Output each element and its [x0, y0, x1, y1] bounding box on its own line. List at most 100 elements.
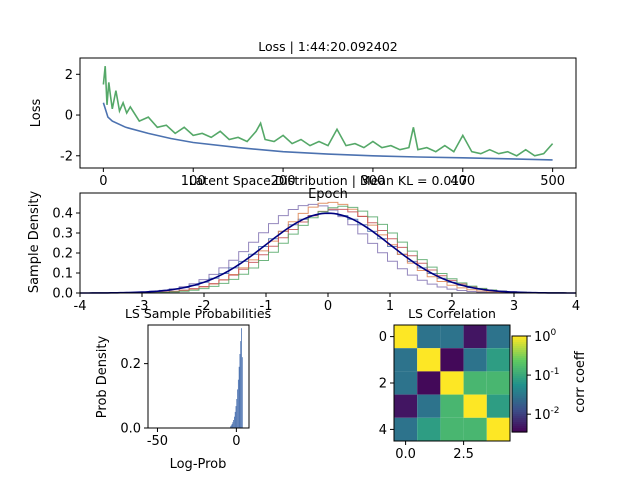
- latent-ytick-label: 0.0: [52, 287, 73, 302]
- colorbar-segment: [512, 382, 527, 385]
- corr-ytick-label: 0: [379, 330, 387, 345]
- probs-bar: [241, 328, 242, 428]
- probs-bar: [234, 416, 235, 428]
- corr-cell: [463, 348, 487, 372]
- colorbar-segment: [512, 410, 527, 413]
- colorbar-segment: [512, 348, 527, 351]
- colorbar-segment: [512, 338, 527, 341]
- colorbar-tick-label: 10-2: [534, 406, 560, 423]
- loss-xtick-label: 500: [540, 174, 565, 189]
- loss-title: Loss | 1:44:20.092402: [258, 39, 397, 54]
- colorbar-segment: [512, 428, 527, 431]
- probs-ytick-label: 0.0: [120, 422, 141, 437]
- colorbar-segment: [512, 354, 527, 357]
- probs-bar: [241, 357, 243, 428]
- probs-xtick-label: -50: [147, 434, 168, 449]
- colorbar-segment: [512, 340, 527, 343]
- colorbar-segment: [512, 362, 527, 365]
- colorbar-segment: [512, 356, 527, 359]
- corr-cell: [394, 371, 418, 395]
- probs-bar: [236, 399, 238, 428]
- corr-cell: [486, 417, 510, 441]
- loss-xtick-label: 0: [99, 174, 107, 189]
- probs-bar: [234, 411, 236, 428]
- latent-ytick-label: 0.3: [52, 227, 73, 242]
- probs-bar: [232, 422, 234, 428]
- probs-ylabel: Prob Density: [95, 335, 110, 418]
- colorbar-segment: [512, 398, 527, 401]
- loss-axes-frame: [79, 57, 577, 169]
- corr-cell: [486, 371, 510, 395]
- colorbar-segment: [512, 372, 527, 375]
- colorbar-segment: [512, 360, 527, 363]
- colorbar-segment: [512, 430, 527, 433]
- latent-xtick-label: 0: [324, 299, 332, 314]
- colorbar-segment: [512, 380, 527, 383]
- colorbar-segment: [512, 426, 527, 429]
- corr-cell: [463, 394, 487, 418]
- corr-cell: [417, 394, 441, 418]
- latent-ylabel: Sample Density: [27, 191, 42, 294]
- corr-panel: 0.0 2.5 0 2 4 100 10-1 10-2 LS Correlation corr…: [379, 306, 588, 462]
- corr-cell: [417, 325, 441, 349]
- loss-ytick-label: 2: [65, 68, 73, 83]
- colorbar-segment: [512, 400, 527, 403]
- loss-xtick-label: 100: [181, 174, 206, 189]
- latent-xtick-label: -2: [198, 299, 211, 314]
- corr-cell: [394, 348, 418, 372]
- colorbar-segment: [512, 408, 527, 411]
- corr-cell: [440, 325, 464, 349]
- colorbar-segment: [512, 350, 527, 353]
- colorbar-segment: [512, 392, 527, 395]
- colorbar-segment: [512, 422, 527, 425]
- loss-ylabel: Loss: [29, 99, 44, 128]
- colorbar-tick-label: 10-1: [534, 367, 560, 384]
- corr-cell: [417, 371, 441, 395]
- colorbar-segment: [512, 416, 527, 419]
- colorbar-segment: [512, 368, 527, 371]
- probs-xlabel: Log-Prob: [170, 457, 227, 472]
- colorbar-segment: [512, 386, 527, 389]
- corr-xtick-label: 0.0: [395, 447, 416, 462]
- colorbar-segment: [512, 396, 527, 399]
- latent-hist-3: [80, 208, 576, 294]
- corr-cell: [463, 325, 487, 349]
- latent-normal-pdf: [80, 212, 576, 294]
- corr-title: LS Correlation: [408, 306, 496, 321]
- latent-hist-2: [80, 201, 576, 294]
- corr-colorbar-label: corr coeff: [573, 350, 588, 413]
- probs-title: LS Sample Probabilities: [125, 306, 271, 321]
- latent-xtick-label: 2: [448, 299, 456, 314]
- latent-xtick-label: -4: [74, 299, 87, 314]
- corr-cell: [440, 417, 464, 441]
- latent-xtick-label: 3: [510, 299, 518, 314]
- colorbar-segment: [512, 412, 527, 415]
- colorbar-segment: [512, 390, 527, 393]
- probs-bar: [240, 341, 242, 428]
- colorbar-segment: [512, 374, 527, 377]
- colorbar-segment: [512, 414, 527, 417]
- corr-cell: [417, 417, 441, 441]
- loss-xtick-label: 300: [361, 174, 386, 189]
- latent-ytick-label: 0.2: [52, 247, 73, 262]
- latent-panel: -4 -3 -2 -1 0 1 2 3 4 0.0 0.1 0.2 0.3 0.4 Latent Spac…: [27, 173, 580, 314]
- probs-bar: [237, 379, 239, 428]
- colorbar-segment: [512, 376, 527, 379]
- probs-axes-frame: [147, 324, 250, 429]
- probs-bar: [230, 426, 231, 428]
- corr-cell: [440, 371, 464, 395]
- corr-cell: [486, 325, 510, 349]
- corr-cell: [486, 348, 510, 372]
- colorbar-segment: [512, 378, 527, 381]
- colorbar-segment: [512, 370, 527, 373]
- probs-xtick-label: 0: [232, 434, 240, 449]
- loss-panel: Loss | 1:44:20.092402 Loss Epoch 0 100 200…: [29, 39, 577, 202]
- colorbar-segment: [512, 424, 527, 427]
- corr-cell: [394, 417, 418, 441]
- corr-ytick-label: 4: [379, 423, 387, 438]
- colorbar-segment: [512, 358, 527, 361]
- latent-axes-frame: [79, 192, 577, 294]
- probs-bar: [238, 366, 240, 428]
- colorbar-segment: [512, 406, 527, 409]
